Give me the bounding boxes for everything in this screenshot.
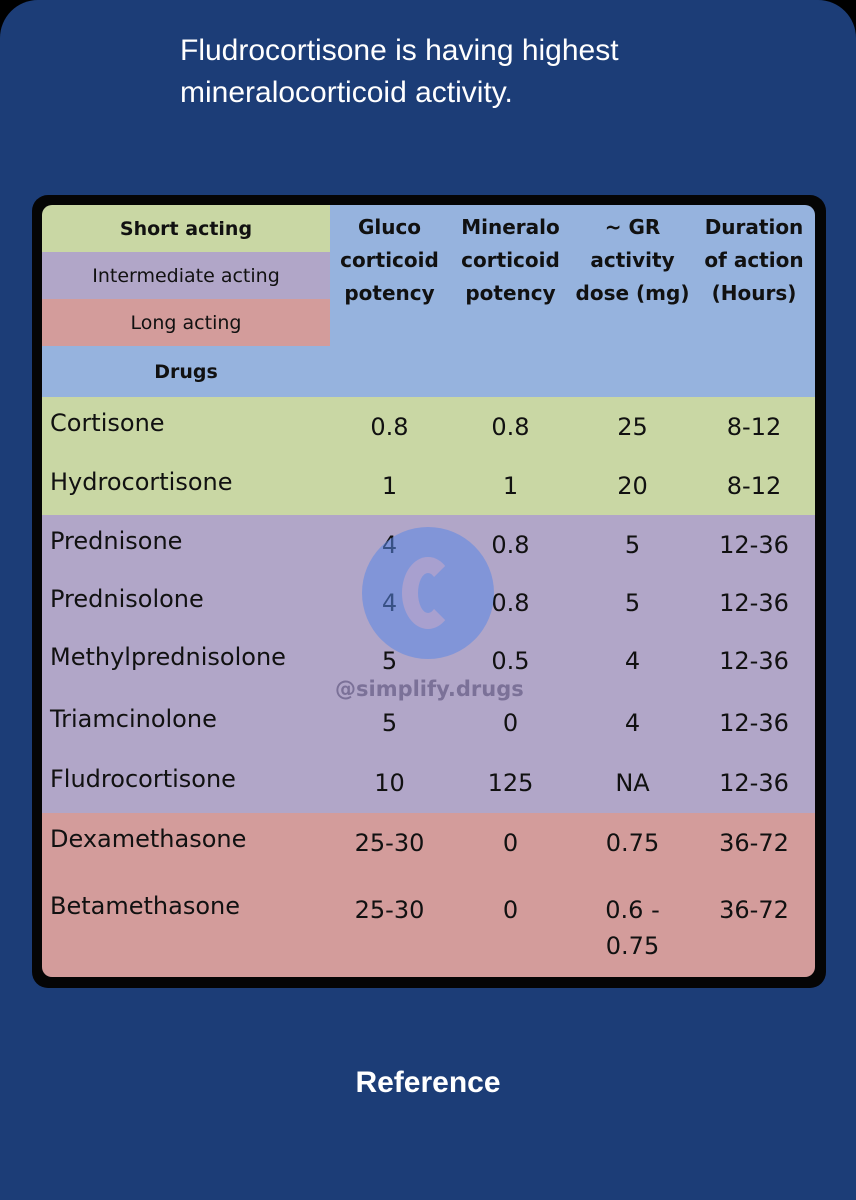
mineralo-value: 0.5 bbox=[449, 631, 573, 694]
legend-long-acting: Long acting bbox=[42, 299, 331, 347]
caption-text: Fludrocortisone is having highest minera… bbox=[180, 34, 619, 109]
mineralo-value: 0.8 bbox=[449, 515, 573, 574]
drug-name: Methylprednisolone bbox=[42, 631, 331, 694]
gr-dose-value: NA bbox=[572, 753, 694, 814]
header-gr-activity-dose: ~ GR activity dose (mg) bbox=[572, 205, 694, 398]
table-body: Short acting Intermediate acting Long ac… bbox=[42, 205, 815, 977]
drug-name: Cortisone bbox=[42, 397, 331, 457]
gluco-value: 5 bbox=[330, 693, 450, 754]
gluco-value: 25-30 bbox=[330, 880, 450, 977]
reference-link[interactable]: Reference bbox=[355, 1066, 501, 1099]
duration-value: 8-12 bbox=[693, 397, 815, 457]
mineralo-value: 125 bbox=[449, 753, 573, 814]
duration-value: 12-36 bbox=[693, 753, 815, 814]
drug-name: Triamcinolone bbox=[42, 693, 331, 754]
gr-dose-value: 20 bbox=[572, 456, 694, 516]
gluco-value: 0.8 bbox=[330, 397, 450, 457]
gr-dose-value: 5 bbox=[572, 515, 694, 574]
header-drugs: Drugs bbox=[42, 346, 331, 398]
drug-name: Prednisone bbox=[42, 515, 331, 574]
gr-dose-value: 5 bbox=[572, 573, 694, 632]
mineralo-value: 0.8 bbox=[449, 397, 573, 457]
gluco-value: 10 bbox=[330, 753, 450, 814]
corticosteroid-table: Short acting Intermediate acting Long ac… bbox=[32, 195, 826, 988]
drug-name: Hydrocortisone bbox=[42, 456, 331, 516]
duration-value: 36-72 bbox=[693, 813, 815, 881]
gluco-value: 25-30 bbox=[330, 813, 450, 881]
duration-value: 12-36 bbox=[693, 693, 815, 754]
gluco-value: 1 bbox=[330, 456, 450, 516]
gr-dose-value: 0.75 bbox=[572, 813, 694, 881]
gluco-value: 4 bbox=[330, 573, 450, 632]
mineralo-value: 1 bbox=[449, 456, 573, 516]
legend-intermediate-acting: Intermediate acting bbox=[42, 252, 331, 300]
gluco-value: 4 bbox=[330, 515, 450, 574]
mineralo-value: 0.8 bbox=[449, 573, 573, 632]
legend-short-acting: Short acting bbox=[42, 205, 331, 253]
drug-name: Prednisolone bbox=[42, 573, 331, 632]
gr-dose-value: 0.6 - 0.75 bbox=[572, 880, 694, 977]
duration-value: 36-72 bbox=[693, 880, 815, 977]
header-mineralocorticoid-potency: Mineralo corticoid potency bbox=[449, 205, 573, 398]
gr-dose-value: 25 bbox=[572, 397, 694, 457]
drug-name: Dexamethasone bbox=[42, 813, 331, 881]
drug-name: Betamethasone bbox=[42, 880, 331, 977]
drug-name: Fludrocortisone bbox=[42, 753, 331, 814]
header-duration-of-action: Duration of action (Hours) bbox=[693, 205, 815, 398]
duration-value: 12-36 bbox=[693, 631, 815, 694]
duration-value: 12-36 bbox=[693, 515, 815, 574]
gr-dose-value: 4 bbox=[572, 693, 694, 754]
duration-value: 8-12 bbox=[693, 456, 815, 516]
gluco-value: 5 bbox=[330, 631, 450, 694]
mineralo-value: 0 bbox=[449, 693, 573, 754]
duration-value: 12-36 bbox=[693, 573, 815, 632]
header-glucocorticoid-potency: Gluco corticoid potency bbox=[330, 205, 450, 398]
mineralo-value: 0 bbox=[449, 880, 573, 977]
mineralo-value: 0 bbox=[449, 813, 573, 881]
gr-dose-value: 4 bbox=[572, 631, 694, 694]
